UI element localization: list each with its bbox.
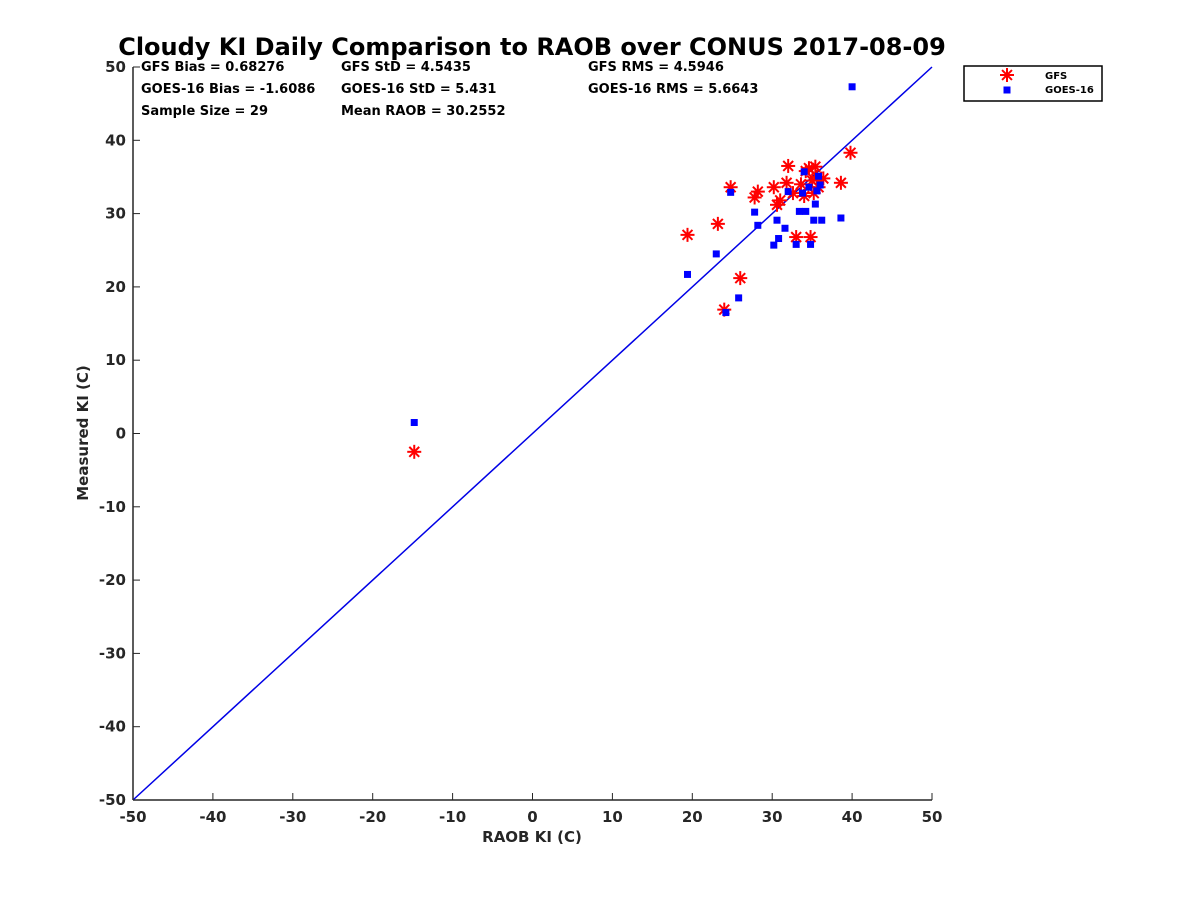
goes-16-point	[722, 309, 730, 317]
goes-16-point	[712, 250, 720, 258]
gfs-point	[843, 145, 858, 160]
y-tick-label: 10	[105, 351, 126, 369]
y-tick-label: -10	[99, 498, 126, 516]
y-tick-label: -40	[99, 718, 126, 736]
x-tick-label: 50	[922, 808, 943, 826]
gfs-point	[680, 227, 695, 242]
goes-16-point	[802, 207, 810, 215]
legend-goes-16-label: GOES-16	[1045, 85, 1094, 96]
goes-16-point	[837, 214, 845, 222]
stat-gfs-rms: GFS RMS = 4.5946	[588, 60, 724, 75]
one-to-one-line	[132, 66, 933, 801]
x-tick-label: 20	[682, 808, 703, 826]
stat-gfs-std: GFS StD = 4.5435	[341, 60, 471, 75]
x-tick-label: -40	[199, 808, 226, 826]
y-tick-label: -50	[99, 791, 126, 809]
gfs-point	[407, 444, 422, 459]
y-tick-label: 0	[116, 425, 126, 443]
goes-16-point	[811, 200, 819, 208]
goes-16-point	[781, 224, 789, 232]
stats-block: GFS Bias = 0.68276 GFS StD = 4.5435 GFS …	[141, 60, 758, 119]
goes-16-point	[807, 240, 815, 248]
legend-goes-16-marker	[1003, 86, 1011, 94]
x-tick-label: -30	[279, 808, 306, 826]
goes-16-point	[410, 419, 418, 427]
legend-box	[963, 65, 1103, 102]
gfs-point	[808, 159, 823, 174]
goes-16-point	[815, 172, 823, 180]
gfs-point	[833, 175, 848, 190]
goes-16-point	[770, 241, 778, 249]
stat-goes-std: GOES-16 StD = 5.431	[341, 82, 496, 97]
x-tick-label: -20	[359, 808, 386, 826]
gfs-point	[750, 184, 765, 199]
y-tick-label: 30	[105, 205, 126, 223]
legend: GFS GOES-16	[963, 65, 1103, 102]
y-tick-label: 40	[105, 131, 126, 149]
goes-16-point	[773, 216, 781, 224]
y-axis-ticks: -50 -40 -30 -20 -10 0 10 20 30 40 50	[99, 58, 140, 809]
gfs-point	[779, 175, 794, 190]
x-tick-label: 30	[762, 808, 783, 826]
goes-16-point	[792, 240, 800, 248]
gfs-point	[773, 193, 788, 208]
goes-16-point	[848, 83, 856, 91]
y-tick-label: -20	[99, 571, 126, 589]
goes-16-point	[775, 235, 783, 243]
x-tick-label: -50	[119, 808, 146, 826]
legend-gfs-marker	[1000, 68, 1014, 82]
plot-area	[132, 66, 933, 801]
x-axis-label: RAOB KI (C)	[482, 828, 582, 846]
legend-gfs-label: GFS	[1045, 71, 1067, 82]
goes-16-point	[810, 216, 818, 224]
stat-goes-bias: GOES-16 Bias = -1.6086	[141, 82, 315, 97]
goes-16-point	[735, 294, 743, 302]
gfs-point	[781, 158, 796, 173]
goes-16-point	[813, 187, 821, 195]
chart-title: Cloudy KI Daily Comparison to RAOB over …	[118, 33, 946, 61]
gfs-point	[733, 271, 748, 286]
legend-goes-16-square	[1003, 86, 1011, 94]
gfs-point	[766, 180, 781, 195]
x-tick-label: 0	[527, 808, 537, 826]
x-tick-label: 40	[842, 808, 863, 826]
goes-16-point	[816, 181, 824, 189]
series-goes-16	[410, 83, 856, 427]
legend-gfs-asterisk	[1000, 68, 1014, 82]
goes-16-point	[754, 221, 762, 229]
goes-16-point	[795, 207, 803, 215]
goes-16-point	[751, 208, 759, 216]
goes-16-point	[805, 183, 813, 191]
x-axis-ticks: -50 -40 -30 -20 -10 0 10 20 30 40 50	[119, 793, 942, 826]
goes-16-point	[799, 189, 807, 197]
goes-16-point	[818, 216, 826, 224]
x-tick-label: -10	[439, 808, 466, 826]
goes-16-point	[800, 168, 808, 176]
goes-16-point	[727, 188, 735, 196]
stat-goes-rms: GOES-16 RMS = 5.6643	[588, 82, 758, 97]
gfs-point	[710, 216, 725, 231]
y-tick-label: 20	[105, 278, 126, 296]
y-tick-label: 50	[105, 58, 126, 76]
stat-gfs-bias: GFS Bias = 0.68276	[141, 60, 284, 75]
stat-sample-size: Sample Size = 29	[141, 104, 268, 119]
stat-mean-raob: Mean RAOB = 30.2552	[341, 104, 506, 119]
goes-16-point	[784, 188, 792, 196]
goes-16-point	[684, 270, 692, 278]
y-tick-label: -30	[99, 644, 126, 662]
x-tick-label: 10	[602, 808, 623, 826]
y-axis-label: Measured KI (C)	[74, 365, 92, 501]
